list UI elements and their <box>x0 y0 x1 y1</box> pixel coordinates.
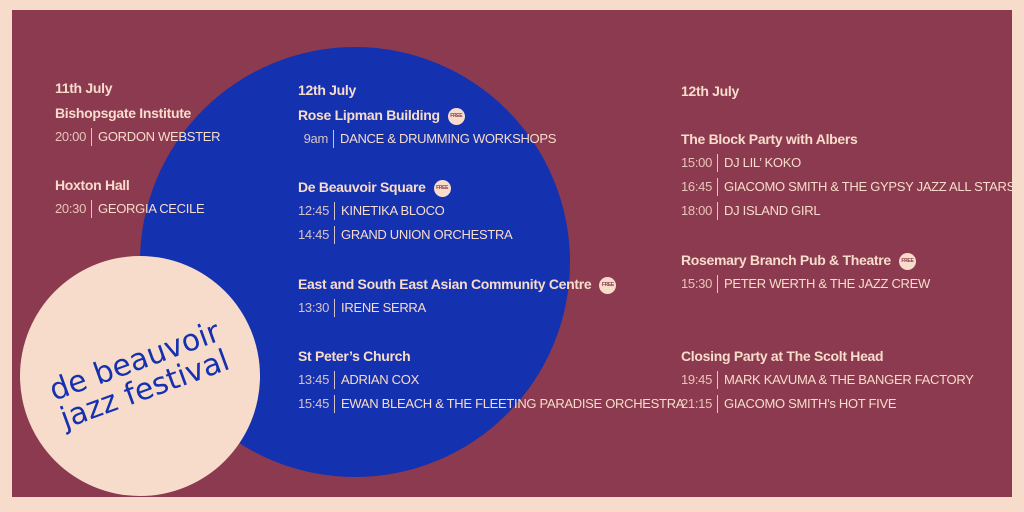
venue-name: The Block Party with Albers <box>681 130 858 148</box>
event-time: 12:45 <box>298 202 336 220</box>
event-time: 14:45 <box>298 226 336 244</box>
free-badge: FREE <box>898 252 916 270</box>
event-time: 21:15 <box>681 395 719 413</box>
venue-name: De Beauvoir Square FREE <box>298 178 451 197</box>
event-act: MARK KAVUMA & THE BANGER FACTORY <box>724 372 974 387</box>
event-time: 9am <box>298 130 334 148</box>
event-act: KINETIKA BLOCO <box>341 203 445 218</box>
free-badge: FREE <box>447 107 465 125</box>
venue-title: Bishopsgate Institute <box>55 105 192 121</box>
event-row: 15:30 PETER WERTH & THE JAZZ CREW <box>681 275 930 293</box>
event-row: 13:30 IRENE SERRA <box>298 299 426 317</box>
event-row: 20:30 GEORGIA CECILE <box>55 200 205 218</box>
event-row: 16:45 GIACOMO SMITH & THE GYPSY JAZZ ALL … <box>681 178 1015 196</box>
event-act: GEORGIA CECILE <box>98 201 205 216</box>
event-act: ADRIAN COX <box>341 372 419 387</box>
event-row: 13:45 ADRIAN COX <box>298 371 419 389</box>
event-act: DJ LIL’ KOKO <box>724 155 801 170</box>
date: 11th July <box>55 80 113 96</box>
event-time: 15:00 <box>681 154 719 172</box>
event-time: 13:45 <box>298 371 336 389</box>
venue-name: Closing Party at The Scolt Head <box>681 347 884 365</box>
event-row: 15:00 DJ LIL’ KOKO <box>681 154 801 172</box>
event-time: 15:45 <box>298 395 336 413</box>
date: 12th July <box>298 82 356 98</box>
venue-title: St Peter’s Church <box>298 348 411 364</box>
event-act: DJ ISLAND GIRL <box>724 203 821 218</box>
event-row: 12:45 KINETIKA BLOCO <box>298 202 445 220</box>
venue-name: Hoxton Hall <box>55 176 130 194</box>
venue-name: Rose Lipman Building FREE <box>298 106 465 125</box>
event-act: DANCE & DRUMMING WORKSHOPS <box>340 131 557 146</box>
event-time: 18:00 <box>681 202 719 220</box>
event-row: 20:00 GORDON WEBSTER <box>55 128 221 146</box>
date: 12th July <box>681 83 739 99</box>
venue-title: De Beauvoir Square <box>298 179 426 195</box>
event-row: 21:15 GIACOMO SMITH’s HOT FIVE <box>681 395 897 413</box>
event-time: 19:45 <box>681 371 719 389</box>
event-act: EWAN BLEACH & THE FLEETING PARADISE ORCH… <box>341 396 685 411</box>
event-row: 9am DANCE & DRUMMING WORKSHOPS <box>298 130 556 148</box>
event-row: 19:45 MARK KAVUMA & THE BANGER FACTORY <box>681 371 974 389</box>
venue-name: Bishopsgate Institute <box>55 104 191 122</box>
logo-circle <box>20 256 260 496</box>
event-act: GRAND UNION ORCHESTRA <box>341 227 513 242</box>
venue-title: Rose Lipman Building <box>298 107 440 123</box>
event-row: 18:00 DJ ISLAND GIRL <box>681 202 821 220</box>
event-act: PETER WERTH & THE JAZZ CREW <box>724 276 930 291</box>
event-time: 20:00 <box>55 128 93 146</box>
event-time: 20:30 <box>55 200 93 218</box>
event-act: IRENE SERRA <box>341 300 426 315</box>
venue-title: East and South East Asian Community Cent… <box>298 276 592 292</box>
event-act: GIACOMO SMITH’s HOT FIVE <box>724 396 897 411</box>
event-act: GIACOMO SMITH & THE GYPSY JAZZ ALL STARS <box>724 179 1015 194</box>
event-time: 13:30 <box>298 299 336 317</box>
event-row: 14:45 GRAND UNION ORCHESTRA <box>298 226 513 244</box>
venue-title: Rosemary Branch Pub & Theatre <box>681 252 891 268</box>
venue-title: The Block Party with Albers <box>681 131 858 147</box>
event-act: GORDON WEBSTER <box>98 129 221 144</box>
free-badge: FREE <box>433 179 451 197</box>
venue-name: East and South East Asian Community Cent… <box>298 275 617 294</box>
venue-title: Hoxton Hall <box>55 177 130 193</box>
event-time: 15:30 <box>681 275 719 293</box>
venue-title: Closing Party at The Scolt Head <box>681 348 884 364</box>
event-row: 15:45 EWAN BLEACH & THE FLEETING PARADISE… <box>298 395 684 413</box>
free-badge: FREE <box>599 276 617 294</box>
venue-name: St Peter’s Church <box>298 347 411 365</box>
venue-name: Rosemary Branch Pub & Theatre FREE <box>681 251 916 270</box>
event-time: 16:45 <box>681 178 719 196</box>
